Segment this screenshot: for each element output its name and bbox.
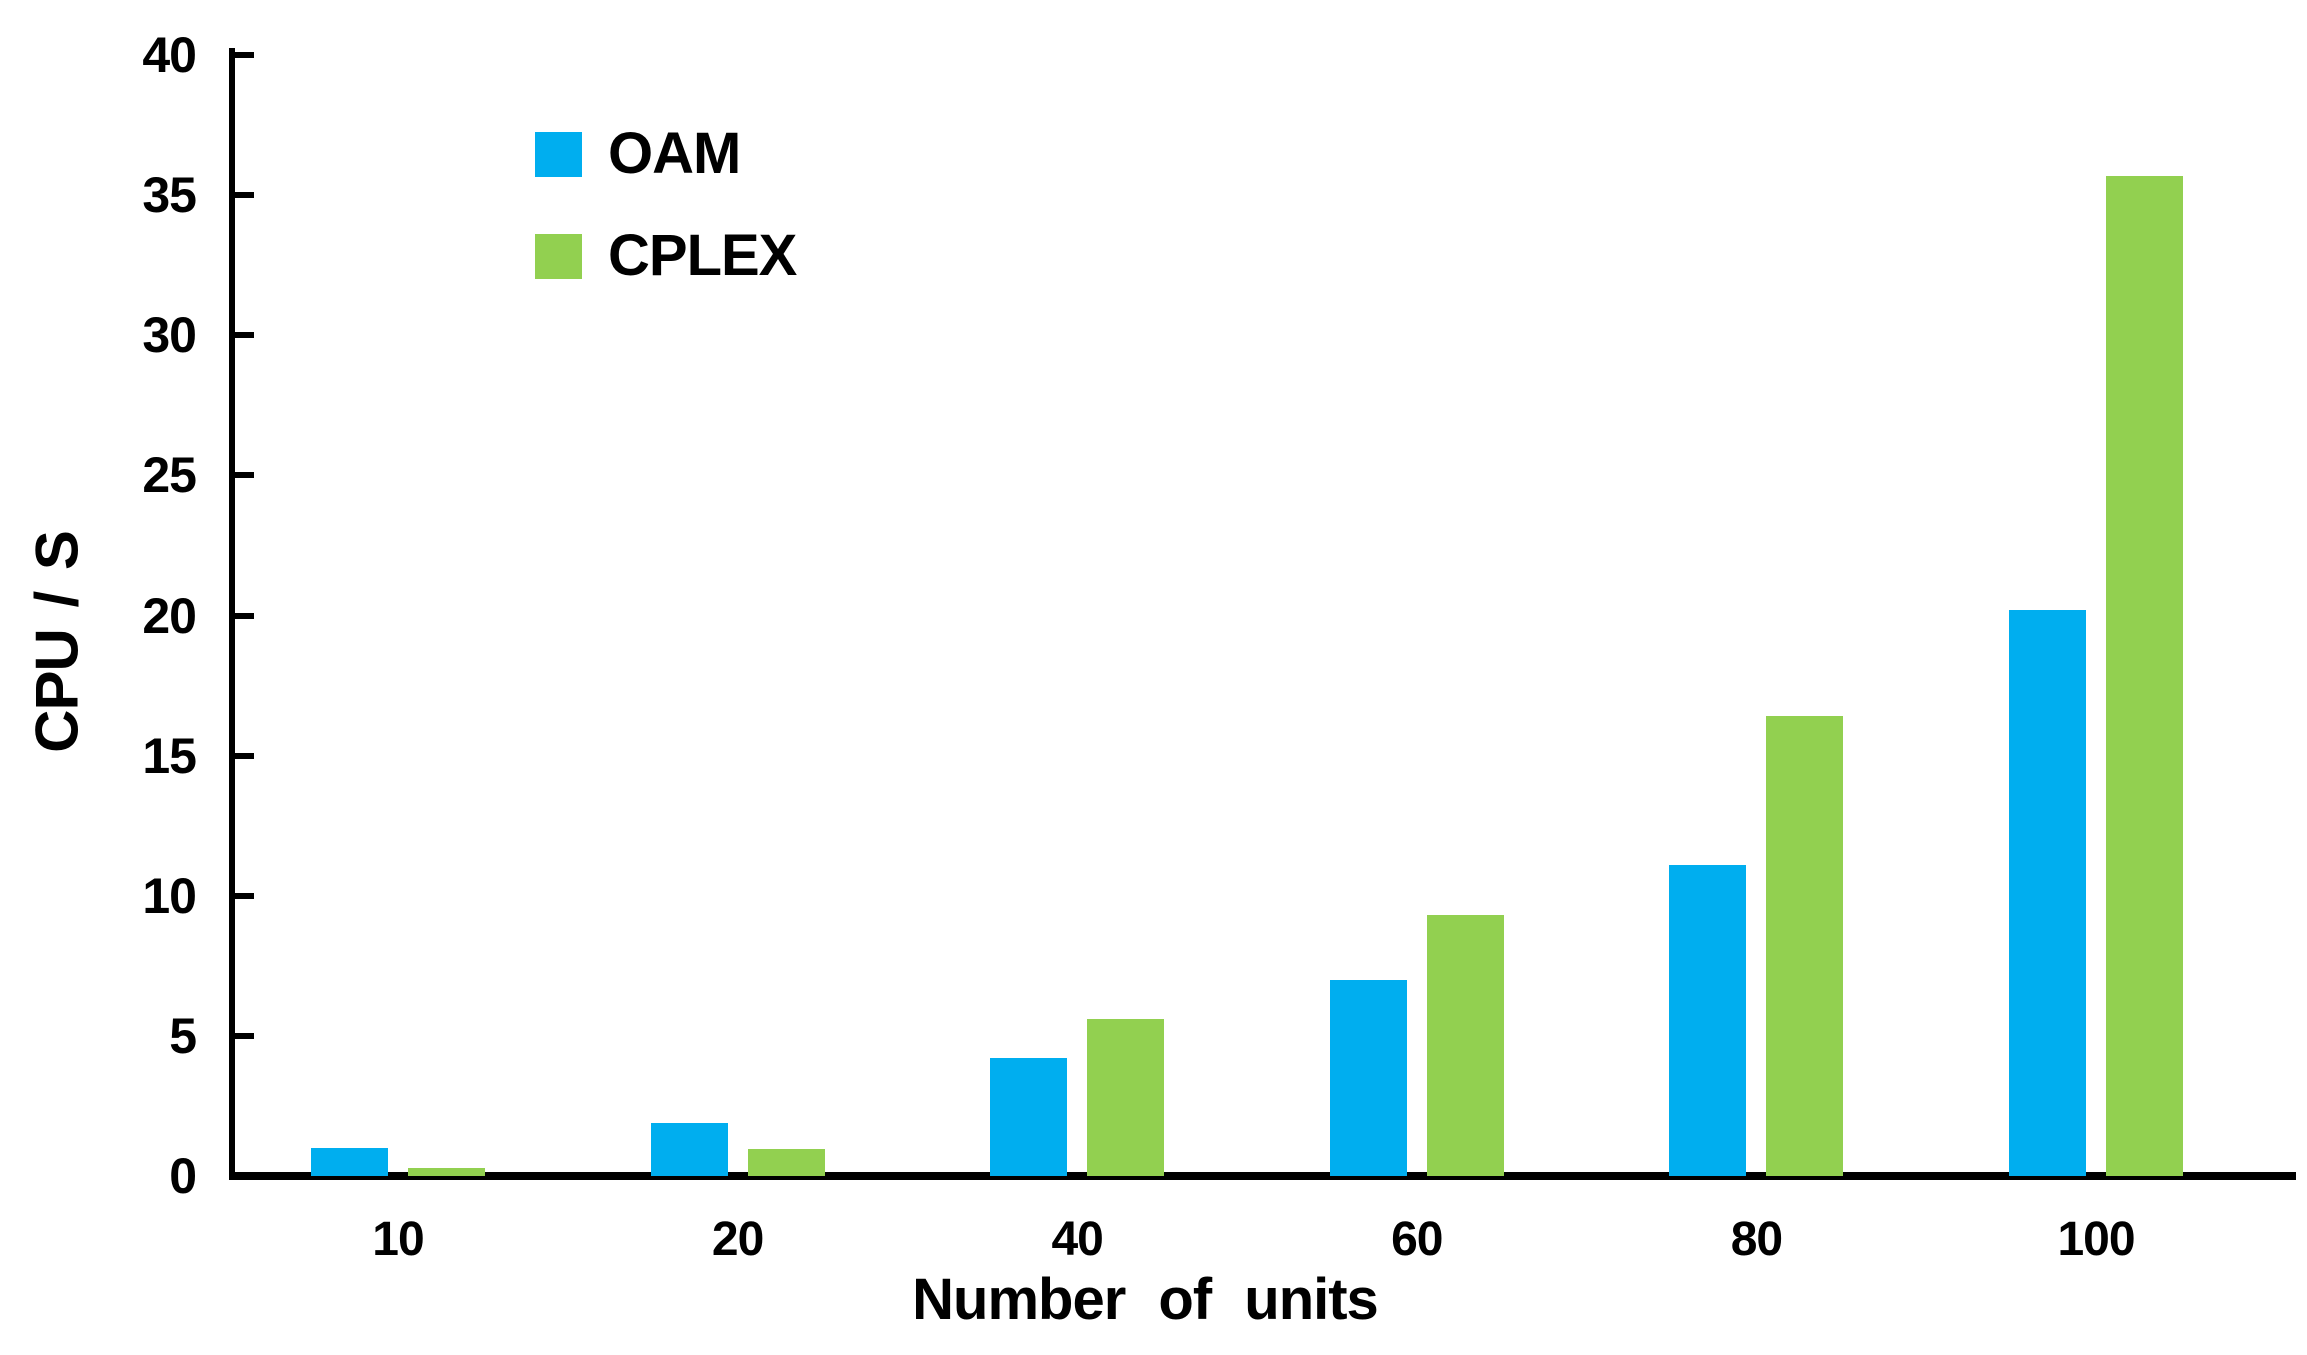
y-tick-5 (235, 1032, 254, 1039)
bar-cplex-10 (408, 1168, 485, 1176)
legend-item-oam: OAM (535, 125, 796, 183)
y-tick-label-10: 10 (142, 867, 197, 924)
legend: OAM CPLEX (535, 125, 797, 335)
y-tick-label-5: 5 (169, 1007, 197, 1064)
y-tick-label-20: 20 (142, 587, 197, 644)
y-tick-25 (235, 472, 254, 479)
y-tick-30 (235, 332, 254, 339)
x-tick-label-100: 100 (2057, 1213, 2135, 1266)
legend-label-oam: OAM (608, 121, 741, 186)
x-axis-line (229, 1172, 2296, 1180)
x-tick-label-80: 80 (1730, 1213, 1783, 1266)
y-tick-20 (235, 612, 254, 619)
bar-cplex-40 (1087, 1019, 1165, 1176)
y-tick-35 (235, 192, 254, 199)
bar-oam-100 (2009, 610, 2086, 1176)
bar-oam-80 (1669, 865, 1747, 1176)
bar-cplex-80 (1766, 716, 1844, 1176)
bar-oam-10 (311, 1148, 388, 1176)
y-tick-40 (235, 52, 254, 58)
y-tick-label-40: 40 (142, 27, 197, 83)
y-tick-label-30: 30 (142, 307, 197, 364)
legend-item-cplex: CPLEX (535, 227, 797, 285)
x-tick-label-20: 20 (711, 1213, 764, 1266)
bar-cplex-20 (747, 1149, 825, 1176)
bar-oam-60 (1329, 980, 1407, 1176)
legend-swatch-oam (535, 131, 582, 177)
bar-cplex-100 (2106, 176, 2183, 1176)
y-tick-label-35: 35 (142, 167, 197, 224)
x-tick-label-60: 60 (1391, 1213, 1443, 1266)
bar-oam-20 (650, 1123, 728, 1176)
y-tick-15 (235, 752, 254, 759)
x-tick-label-10: 10 (372, 1213, 424, 1266)
legend-swatch-cplex (535, 233, 582, 279)
x-tick-label-40: 40 (1051, 1213, 1103, 1266)
y-tick-label-25: 25 (142, 447, 197, 504)
y-tick-10 (235, 892, 254, 899)
y-tick-0 (235, 1173, 254, 1179)
y-axis-line (229, 48, 235, 1180)
y-tick-label-0: 0 (169, 1148, 197, 1204)
y-tick-label-15: 15 (142, 727, 197, 784)
bar-oam-40 (990, 1058, 1068, 1176)
x-axis-title: Number of units (912, 1267, 1379, 1332)
bar-cplex-60 (1426, 915, 1504, 1176)
legend-label-cplex: CPLEX (608, 223, 797, 288)
